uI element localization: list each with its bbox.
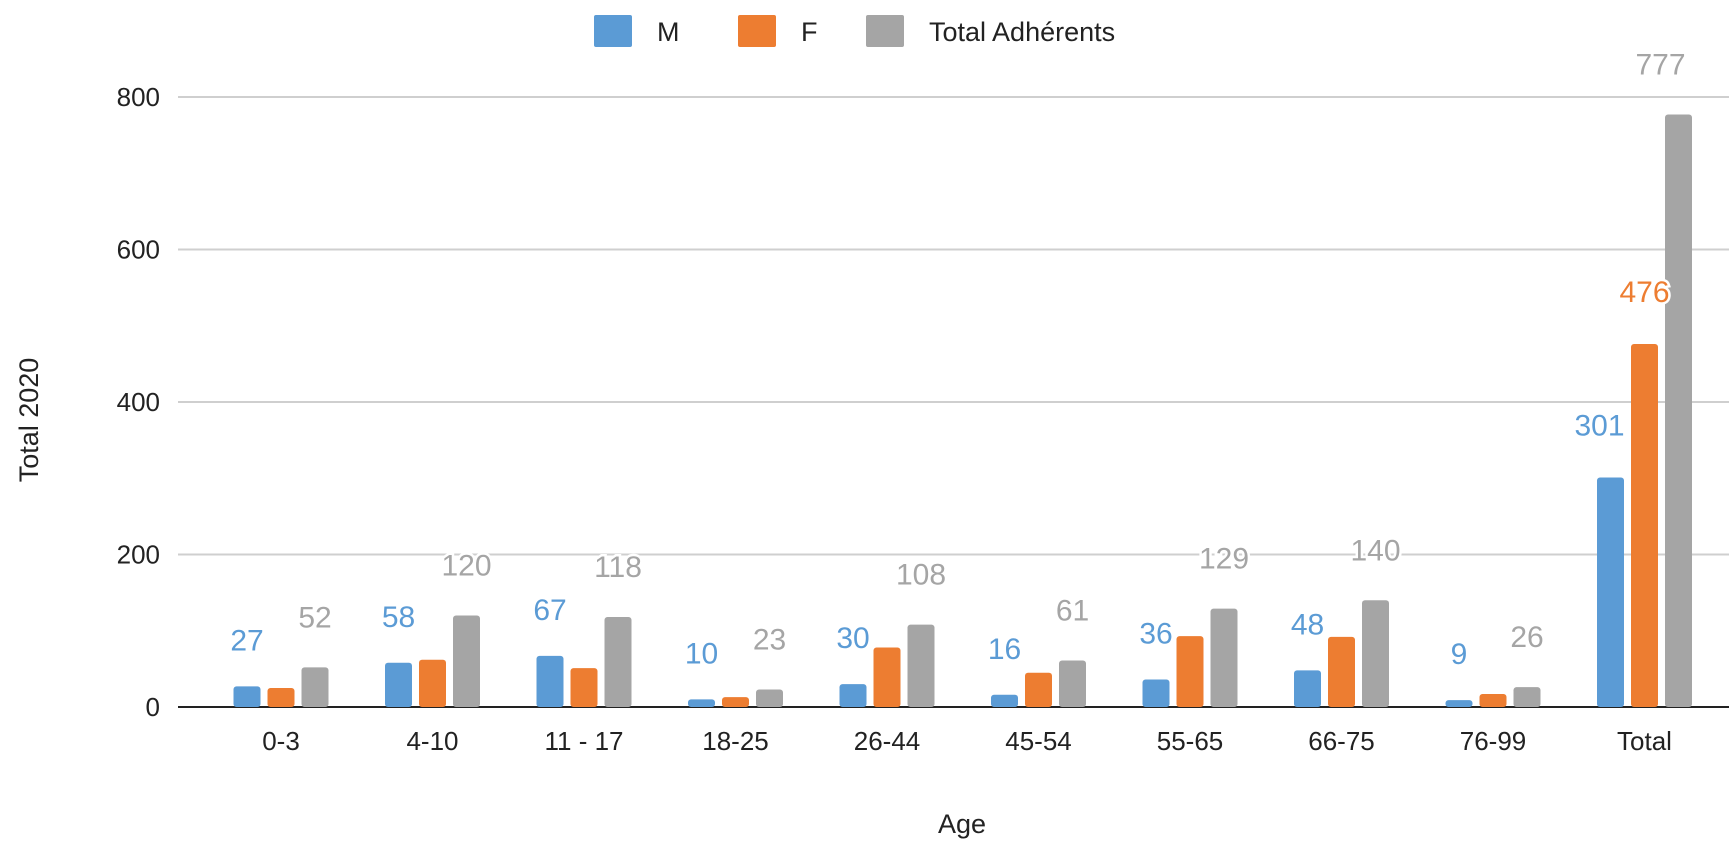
bar-m-76-99 [1445, 700, 1473, 707]
legend: M F Total Adhérents [594, 15, 1115, 47]
bar-f-total [1631, 344, 1658, 707]
data-label-m-total: 301 [1574, 409, 1624, 442]
bar-total-adhrents-26-44 [907, 624, 935, 707]
legend-swatch [866, 15, 904, 47]
bar-f-4-10 [419, 659, 446, 707]
data-label-m-45-54: 16 [988, 633, 1021, 666]
bar-f-45-54 [1025, 672, 1052, 707]
bar-m-55-65 [1142, 679, 1170, 707]
bar-m-18-25 [688, 699, 715, 707]
bar-f-11-17 [570, 668, 598, 707]
data-label-m-0-3: 27 [230, 624, 263, 657]
data-label-f-total: 476 [1619, 276, 1669, 309]
y-axis-ticks: 0 200 400 600 800 [117, 82, 160, 722]
x-tick-label: 11 - 17 [544, 726, 623, 756]
x-tick-label: 45-54 [1005, 726, 1072, 756]
x-tick-label: Total [1617, 726, 1672, 756]
y-axis-title: Total 2020 [14, 358, 44, 483]
data-label-total-adhrents-0-3: 52 [298, 601, 331, 634]
bar-total-adhrents-18-25 [756, 689, 783, 707]
x-axis-title: Age [938, 809, 986, 839]
x-tick-label: 26-44 [854, 726, 921, 756]
bar-m-4-10 [385, 662, 412, 707]
x-tick-label: 66-75 [1308, 726, 1375, 756]
data-label-m-76-99: 9 [1451, 638, 1468, 671]
x-axis-ticks: 0-3 4-10 11 - 17 18-25 26-44 45-54 55-65 66-75 7… [262, 726, 1672, 756]
y-tick-label: 200 [117, 540, 160, 570]
bar-total-adhrents-45-54 [1059, 660, 1086, 707]
legend-label: F [801, 17, 818, 47]
data-label-total-adhrents-76-99: 26 [1510, 621, 1543, 654]
legend-item-m: M [594, 15, 680, 47]
data-label-m-55-65: 36 [1139, 618, 1172, 651]
y-tick-label: 600 [117, 235, 160, 265]
x-tick-label: 76-99 [1460, 726, 1527, 756]
legend-label: Total Adhérents [929, 17, 1115, 47]
bar-f-18-25 [722, 697, 749, 707]
bar-m-26-44 [839, 684, 867, 707]
legend-swatch [738, 15, 776, 47]
bar-f-76-99 [1479, 694, 1507, 707]
bar-total-adhrents-4-10 [453, 615, 480, 707]
bar-total-adhrents-11-17 [604, 617, 632, 707]
data-label-m-11-17: 67 [533, 594, 566, 627]
bar-f-66-75 [1328, 636, 1355, 707]
bars [233, 114, 1692, 708]
bar-total-adhrents-66-75 [1362, 600, 1389, 707]
bar-f-0-3 [267, 687, 295, 707]
x-tick-label: 18-25 [702, 726, 769, 756]
data-label-total-adhrents-total: 777 [1635, 49, 1685, 82]
data-label-total-adhrents-55-65: 129 [1199, 543, 1249, 576]
bar-total-adhrents-55-65 [1210, 608, 1238, 707]
data-label-total-adhrents-26-44: 108 [896, 559, 946, 592]
legend-item-total-adhrents: Total Adhérents [866, 15, 1115, 47]
x-tick-label: 55-65 [1157, 726, 1224, 756]
bar-m-11-17 [536, 655, 564, 707]
y-tick-label: 400 [117, 387, 160, 417]
data-label-total-adhrents-4-10: 120 [441, 550, 491, 583]
bar-m-total [1597, 477, 1624, 707]
bar-f-26-44 [873, 647, 901, 707]
x-tick-label: 4-10 [406, 726, 458, 756]
bar-m-0-3 [233, 686, 261, 707]
data-label-total-adhrents-66-75: 140 [1350, 534, 1400, 567]
data-label-m-4-10: 58 [382, 601, 415, 634]
data-labels: 27 52 58 120 67 118 10 23 30 108 16 61 36 129 48 140 9 26… [228, 46, 1688, 674]
y-tick-label: 800 [117, 82, 160, 112]
bar-m-45-54 [991, 694, 1018, 707]
data-label-m-18-25: 10 [685, 637, 718, 670]
data-label-m-66-75: 48 [1291, 608, 1324, 641]
x-tick-label: 0-3 [262, 726, 300, 756]
legend-swatch [594, 15, 632, 47]
data-label-total-adhrents-45-54: 61 [1056, 594, 1089, 627]
bar-total-adhrents-76-99 [1513, 687, 1541, 707]
data-label-total-adhrents-11-17: 118 [594, 551, 642, 584]
bar-f-55-65 [1176, 636, 1204, 707]
y-tick-label: 0 [146, 692, 160, 722]
legend-item-f: F [738, 15, 818, 47]
bar-total-adhrents-0-3 [301, 667, 329, 707]
bar-total-adhrents-total [1665, 114, 1692, 708]
data-label-m-26-44: 30 [836, 622, 869, 655]
data-label-total-adhrents-18-25: 23 [753, 623, 786, 656]
bar-m-66-75 [1294, 670, 1321, 707]
legend-label: M [657, 17, 680, 47]
